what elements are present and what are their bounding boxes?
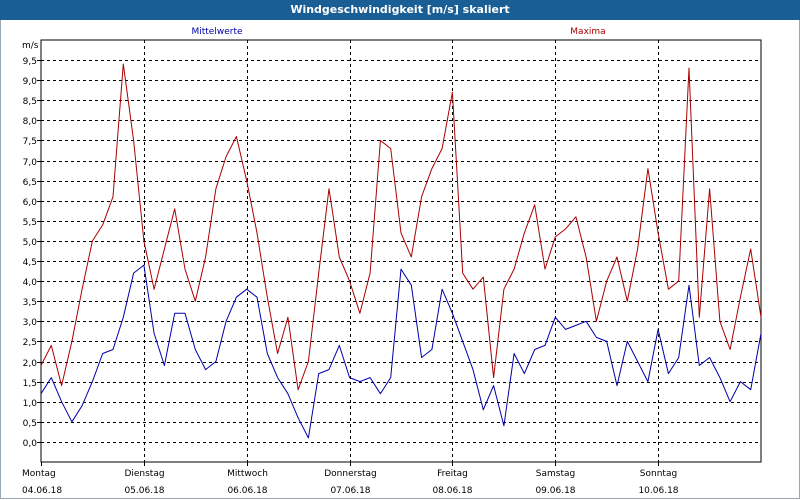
y-tick-label: 2,5: [23, 338, 37, 348]
y-tick-label: 1,0: [23, 399, 38, 409]
y-tick-label: 2,0: [23, 359, 38, 369]
x-tick-label-date: 06.06.18: [227, 486, 267, 496]
y-tick-label: 3,0: [23, 318, 38, 328]
y-tick-label: 8,0: [23, 117, 38, 127]
grid-layer: [41, 40, 761, 462]
x-tick-label-date: 10.06.18: [638, 486, 678, 496]
y-tick-label: 6,5: [23, 178, 37, 188]
y-tick-label: 1,5: [23, 379, 37, 389]
x-tick-label-day: Montag: [22, 469, 56, 479]
y-tick-label: 7,5: [23, 137, 37, 147]
y-tick-label: 5,0: [23, 238, 38, 248]
x-tick-label-day: Samstag: [536, 469, 575, 479]
plot-border: [40, 39, 762, 463]
y-tick-label: 0,5: [23, 419, 37, 429]
y-tick-label: 7,0: [23, 158, 38, 168]
y-tick-label: 5,5: [23, 218, 37, 228]
x-tick-label-date: 07.06.18: [330, 486, 370, 496]
x-tick-label-date: 09.06.18: [535, 486, 575, 496]
series-label-mittelwerte: Mittelwerte: [191, 27, 242, 37]
series-label-maxima: Maxima: [570, 27, 605, 37]
x-tick-label-date: 04.06.18: [22, 486, 62, 496]
y-tick-label: 0,0: [23, 439, 38, 449]
y-tick-label: 3,5: [23, 298, 37, 308]
x-tick-label-date: 08.06.18: [432, 486, 472, 496]
x-tick-label-day: Freitag: [437, 469, 468, 479]
axis-layer: 0,0 0,5 1,0 1,5 2,0 2,5 3,0 3,5 4,0 4,5 5,0 5,5 6,0 6…: [22, 39, 762, 496]
y-axis-label: m/s: [22, 41, 39, 51]
label-layer: Mittelwerte Maxima: [191, 27, 605, 37]
series-line-mittelwerte: [40, 264, 762, 439]
window-title: Windgeschwindigkeit [m/s] skaliert: [0, 0, 800, 20]
y-tick-label: 6,0: [23, 198, 38, 208]
y-tick-label: 8,5: [23, 97, 37, 107]
y-tick-label: 4,0: [23, 278, 38, 288]
x-tick-label-day: Dienstag: [124, 469, 164, 479]
x-tick-label-date: 05.06.18: [124, 486, 164, 496]
y-tick-label: 9,5: [23, 57, 37, 67]
y-tick-label: 9,0: [23, 77, 38, 87]
series-line-maxima: [40, 63, 762, 391]
x-tick-label-day: Donnerstag: [324, 469, 377, 479]
x-tick-label-day: Sonntag: [640, 469, 677, 479]
x-tick-label-day: Mittwoch: [227, 469, 268, 479]
y-tick-label: 4,5: [23, 258, 37, 268]
series-layer: [40, 63, 762, 439]
